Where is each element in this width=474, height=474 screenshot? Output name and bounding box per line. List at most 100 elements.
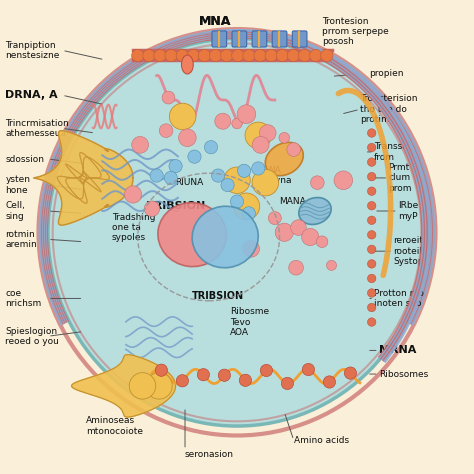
FancyBboxPatch shape: [212, 31, 227, 47]
Circle shape: [291, 220, 306, 235]
Text: DRNA, A: DRNA, A: [5, 90, 58, 100]
Text: Ribosme
Tevo
AOA: Ribosme Tevo AOA: [230, 307, 269, 337]
Text: TRIBSION: TRIBSION: [147, 201, 207, 211]
Circle shape: [310, 176, 324, 190]
Circle shape: [169, 103, 196, 130]
Circle shape: [260, 365, 273, 377]
Text: ysten
hone: ysten hone: [5, 175, 30, 195]
Circle shape: [162, 91, 175, 104]
Circle shape: [367, 129, 376, 137]
Circle shape: [176, 374, 189, 387]
Circle shape: [367, 230, 376, 239]
Circle shape: [215, 113, 231, 129]
FancyBboxPatch shape: [292, 31, 307, 47]
Text: Tronsterision
tho the do
protin:: Tronsterision tho the do protin:: [360, 94, 418, 124]
Text: Aminoseas
mtonocoiote: Aminoseas mtonocoiote: [86, 416, 143, 436]
Circle shape: [344, 367, 356, 379]
Circle shape: [165, 49, 177, 62]
FancyBboxPatch shape: [272, 31, 287, 47]
Circle shape: [124, 186, 142, 203]
Circle shape: [232, 118, 242, 129]
FancyBboxPatch shape: [232, 31, 246, 47]
Circle shape: [169, 159, 182, 173]
Circle shape: [320, 49, 333, 62]
Ellipse shape: [158, 203, 226, 266]
Circle shape: [316, 236, 328, 247]
Circle shape: [243, 49, 255, 62]
Circle shape: [239, 374, 252, 386]
Text: IRbe
myP: IRbe myP: [398, 201, 418, 221]
Circle shape: [230, 195, 244, 208]
Text: MANA: MANA: [280, 197, 306, 206]
Text: Amino acids: Amino acids: [294, 436, 349, 445]
Circle shape: [188, 150, 201, 163]
Circle shape: [159, 124, 173, 137]
Circle shape: [252, 137, 269, 153]
Circle shape: [218, 369, 230, 382]
Text: propien: propien: [369, 70, 404, 79]
Circle shape: [143, 49, 155, 62]
Circle shape: [211, 169, 225, 182]
Circle shape: [310, 49, 322, 62]
Circle shape: [287, 143, 301, 156]
Ellipse shape: [192, 206, 258, 268]
Circle shape: [289, 260, 303, 275]
Circle shape: [367, 173, 376, 181]
Polygon shape: [72, 355, 175, 417]
Circle shape: [155, 364, 167, 376]
Circle shape: [367, 274, 376, 283]
Circle shape: [204, 141, 218, 154]
Circle shape: [367, 318, 376, 326]
Circle shape: [259, 125, 276, 141]
Text: MRNA: MRNA: [379, 346, 416, 356]
Circle shape: [367, 187, 376, 195]
Text: Protton mo
inoten seo: Protton mo inoten seo: [374, 289, 424, 308]
Text: Prmt
clum
prom: Prmt clum prom: [388, 163, 412, 193]
Circle shape: [232, 49, 244, 62]
Ellipse shape: [48, 38, 426, 426]
Circle shape: [367, 201, 376, 210]
Circle shape: [323, 376, 336, 388]
Circle shape: [154, 49, 166, 62]
Circle shape: [146, 373, 172, 399]
Text: NA
Dyna: NA Dyna: [268, 166, 291, 185]
Text: Ribosomes: Ribosomes: [379, 370, 428, 379]
Circle shape: [276, 49, 289, 62]
Circle shape: [132, 137, 148, 153]
Ellipse shape: [299, 198, 331, 225]
Circle shape: [252, 162, 265, 175]
Text: coe
nrichsm: coe nrichsm: [5, 289, 42, 308]
Text: seronasion: seronasion: [185, 450, 234, 459]
Circle shape: [367, 245, 376, 254]
Text: Tranpiption
nenstesizne: Tranpiption nenstesizne: [5, 41, 60, 60]
Text: Cell,
sing: Cell, sing: [5, 201, 25, 221]
Text: reroeit
rooteil
Systop: reroeit rooteil Systop: [393, 236, 424, 266]
Circle shape: [245, 122, 272, 149]
Circle shape: [268, 211, 281, 225]
Circle shape: [224, 167, 250, 193]
Text: Trontesion
prrom serpepe
pososh: Trontesion prrom serpepe pososh: [322, 17, 389, 46]
Circle shape: [150, 169, 163, 182]
Circle shape: [237, 105, 256, 123]
Circle shape: [327, 260, 337, 270]
Ellipse shape: [265, 142, 303, 176]
Circle shape: [287, 49, 300, 62]
Circle shape: [279, 132, 290, 143]
Circle shape: [187, 49, 200, 62]
Circle shape: [220, 49, 233, 62]
Circle shape: [243, 240, 259, 257]
Circle shape: [242, 207, 255, 220]
Circle shape: [275, 223, 293, 241]
Circle shape: [210, 49, 222, 62]
Text: MNA: MNA: [199, 16, 232, 28]
Text: RIUNA: RIUNA: [175, 178, 204, 187]
Text: TRIBSION: TRIBSION: [192, 291, 244, 301]
Text: Spieslogion
reoed o you: Spieslogion reoed o you: [5, 327, 59, 346]
Circle shape: [233, 193, 260, 219]
Polygon shape: [34, 131, 133, 225]
Circle shape: [302, 364, 315, 376]
Circle shape: [198, 49, 210, 62]
Circle shape: [129, 373, 156, 399]
Circle shape: [132, 49, 144, 62]
Circle shape: [265, 49, 277, 62]
